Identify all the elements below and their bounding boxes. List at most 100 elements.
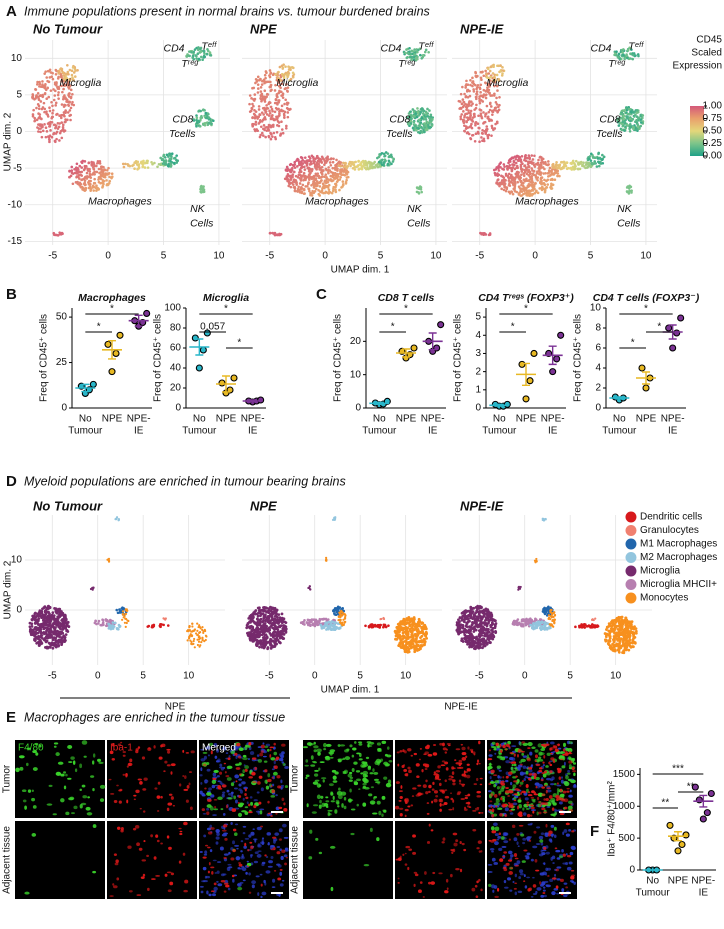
cell-point <box>52 643 56 647</box>
cell-point <box>67 103 70 107</box>
x-tick-label: -5 <box>48 671 57 682</box>
cell-point <box>324 167 328 171</box>
cell-point <box>45 76 49 79</box>
cell-point <box>538 170 541 174</box>
cell-point <box>54 72 58 76</box>
cell-point <box>40 135 44 139</box>
cell-point <box>379 623 383 627</box>
cell-point <box>121 618 124 621</box>
cell-point <box>121 162 125 166</box>
cell-point <box>107 172 110 176</box>
cell-point <box>105 179 108 182</box>
cell-point <box>490 119 494 122</box>
cell-point <box>93 177 96 181</box>
cell-point <box>333 177 337 180</box>
cell-point <box>549 173 552 177</box>
cell-point <box>54 621 58 625</box>
y-tick-label: 5 <box>475 312 481 323</box>
cell-point <box>36 102 40 106</box>
cell-point <box>413 124 417 128</box>
cell-point <box>369 623 373 627</box>
cell-point <box>199 117 203 120</box>
cell-point <box>627 192 631 195</box>
significance-label: * <box>644 304 648 315</box>
cell-point <box>50 75 53 79</box>
cell-point <box>467 132 471 136</box>
cell-point <box>463 92 466 96</box>
cell-point <box>71 66 75 69</box>
cell-point <box>492 65 495 69</box>
cell-point <box>141 165 144 169</box>
cell-point <box>39 127 42 130</box>
x-tick-label: 5 <box>378 251 384 262</box>
cell-point <box>488 82 492 85</box>
cell-point <box>58 621 62 625</box>
cell-point <box>44 135 48 139</box>
subplot-title: NPE <box>250 21 277 36</box>
x-tick-label: 5 <box>161 251 167 262</box>
significance-label: * <box>110 304 114 315</box>
cell-point <box>37 95 40 99</box>
cell-point <box>428 116 431 120</box>
cell-point <box>280 64 284 68</box>
cell-point <box>70 103 74 106</box>
cell-point <box>367 625 371 629</box>
cell-point <box>143 166 147 169</box>
cell-point <box>429 113 433 117</box>
cell-point <box>203 52 206 55</box>
cell-point <box>65 100 68 103</box>
cell-point <box>323 175 326 179</box>
cell-point <box>275 626 279 629</box>
cell-point <box>66 621 69 625</box>
cell-point <box>85 171 89 175</box>
cell-point <box>422 109 425 113</box>
cell-point <box>339 161 343 164</box>
y-tick-label: 8 <box>595 323 601 334</box>
cell-point <box>198 47 202 51</box>
cell-point <box>305 621 309 624</box>
y-tick-label: -10 <box>8 199 23 210</box>
x-tick-label: 10 <box>183 671 195 682</box>
data-point <box>522 395 530 403</box>
cell-point <box>497 169 501 172</box>
y-axis-label: Freq of CD45⁺ cells <box>573 314 584 402</box>
cell-point <box>271 622 274 626</box>
cell-point <box>280 620 284 624</box>
cluster-label: CD8 <box>389 114 410 126</box>
cell-point <box>475 103 478 107</box>
cell-point <box>102 175 106 178</box>
cell-point <box>66 70 70 74</box>
x-tick-label: -5 <box>475 251 484 262</box>
cell-point <box>251 102 254 106</box>
data-point <box>674 847 682 855</box>
cluster-label: Tcells <box>169 128 196 140</box>
cell-point <box>81 159 85 163</box>
cell-point <box>476 84 480 87</box>
cell-point <box>323 159 327 163</box>
cell-point <box>256 83 260 86</box>
cell-point <box>169 154 173 158</box>
cell-point <box>301 158 304 162</box>
cell-point <box>37 130 40 133</box>
cell-point <box>470 126 474 130</box>
cell-point <box>464 112 467 116</box>
cell-point <box>509 157 513 161</box>
cell-point <box>196 629 199 632</box>
data-point <box>89 380 97 388</box>
cell-point <box>86 169 90 172</box>
cell-point <box>199 109 202 113</box>
cell-point <box>313 624 317 628</box>
cell-point <box>205 52 209 56</box>
cell-point <box>342 165 346 169</box>
cell-point <box>36 80 39 84</box>
cell-point <box>485 73 488 76</box>
cell-point <box>199 627 202 630</box>
y-tick-label: 0 <box>16 126 22 137</box>
cell-point <box>547 175 550 178</box>
cell-point <box>199 55 203 59</box>
cell-point <box>589 165 593 169</box>
cell-point <box>310 183 313 187</box>
x-tick-label: No <box>493 414 506 425</box>
cell-point <box>275 108 279 111</box>
cell-point <box>307 176 311 179</box>
